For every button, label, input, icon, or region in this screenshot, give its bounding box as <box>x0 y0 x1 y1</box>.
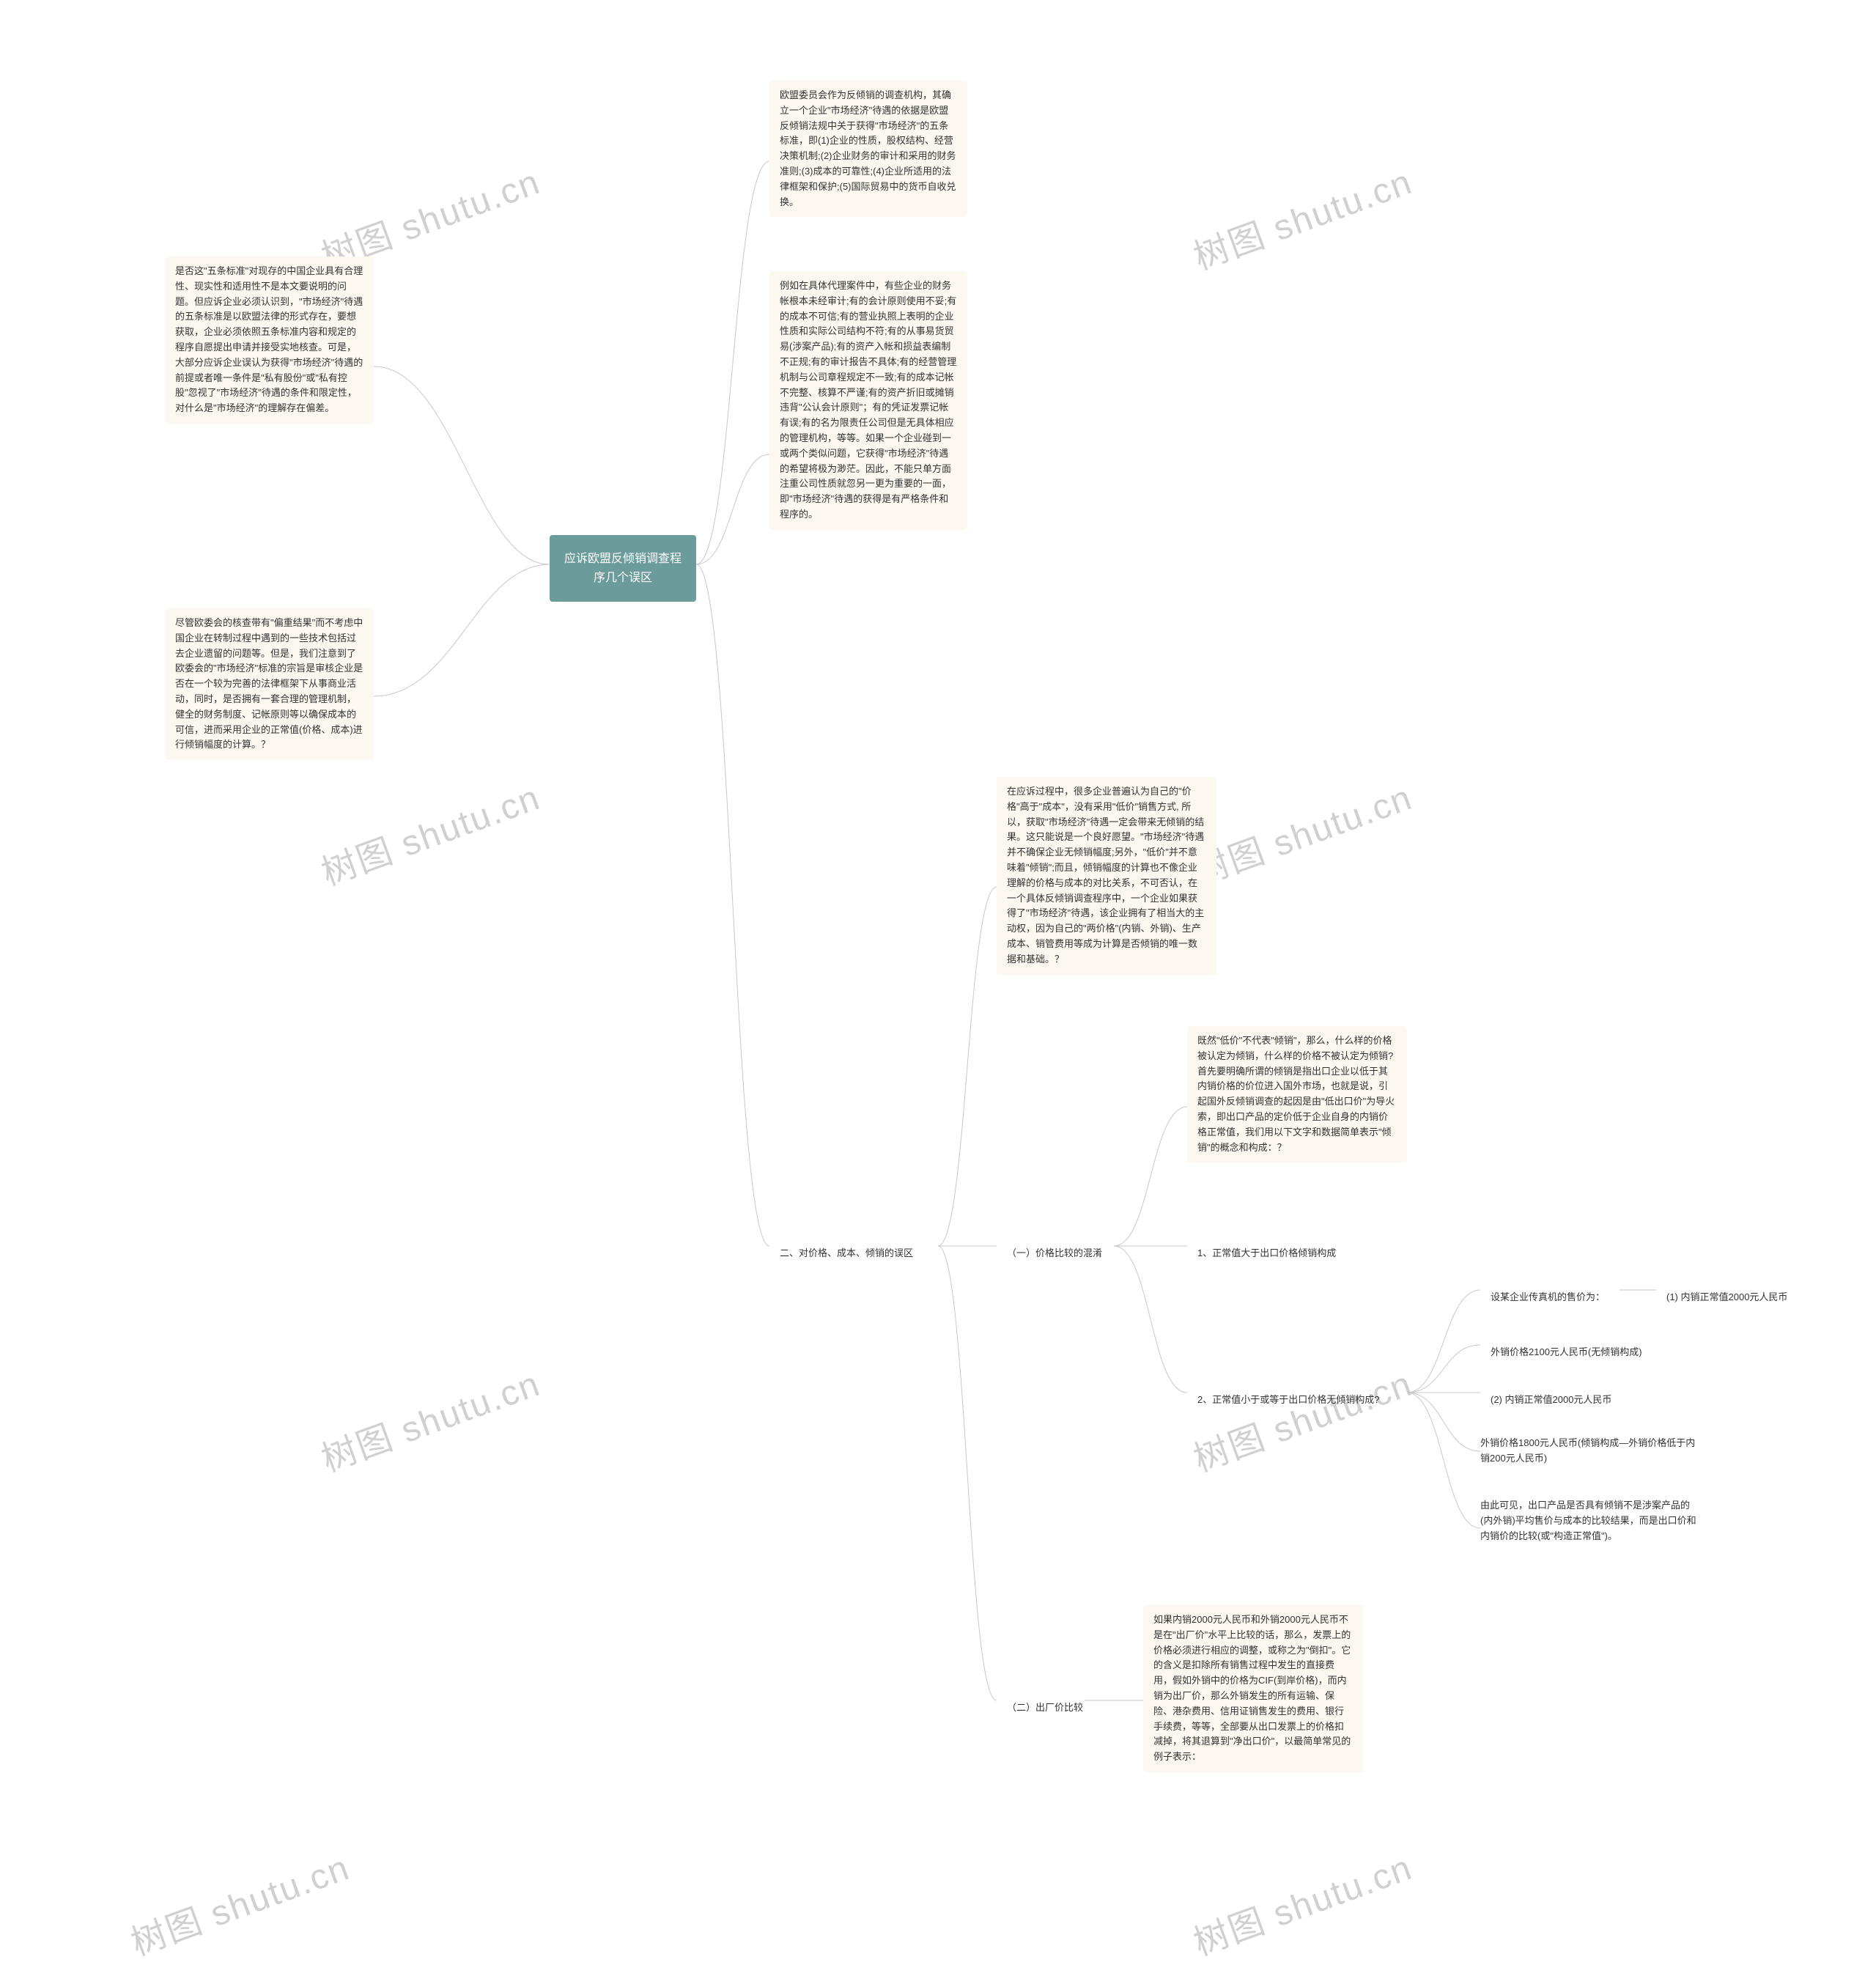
left-node-1: 是否这"五条标准"对现存的中国企业具有合理性、现实性和适用性不是本文要说明的问题… <box>165 257 374 424</box>
r6-label: 2、正常值小于或等于出口价格无倾销构成? <box>1187 1385 1389 1415</box>
watermark: 树图 shutu.cn <box>1185 769 1418 896</box>
right-node-2: 例如在具体代理案件中，有些企业的财务帐根本未经审计;有的会计原则使用不妥;有的成… <box>769 271 967 530</box>
center-topic: 应诉欧盟反倾销调查程序几个误区 <box>550 535 696 602</box>
r6-item-1b: (1) 内销正常值2000元人民币 <box>1656 1283 1798 1313</box>
r6-item-4: 外销价格1800元人民币(倾销构成—外销价格低于内销200元人民币) <box>1480 1433 1700 1470</box>
r6-item-3: (2) 内销正常值2000元人民币 <box>1480 1385 1622 1415</box>
right-node-7: 如果内销2000元人民币和外销2000元人民币不是在"出厂价"水平上比较的话，那… <box>1143 1605 1363 1772</box>
r6-item-5: 由此可见，出口产品是否具有倾销不是涉案产品的(内外销)平均售价与成本的比较结果，… <box>1480 1495 1700 1546</box>
watermark: 树图 shutu.cn <box>313 769 546 896</box>
watermark: 树图 shutu.cn <box>1185 1355 1418 1482</box>
right-node-4: 既然"低价"不代表"倾销"，那么，什么样的价格被认定为倾销，什么样的价格不被认定… <box>1187 1026 1407 1162</box>
section2-label: 二、对价格、成本、倾销的误区 <box>769 1239 923 1269</box>
right-node-1: 欧盟委员会作为反倾销的调查机构，其确立一个企业"市场经济"待遇的依据是欧盟反倾销… <box>769 81 967 217</box>
watermark: 树图 shutu.cn <box>122 1839 355 1965</box>
left-node-2: 尽管欧委会的核查带有"偏重结果"而不考虑中国企业在转制过程中遇到的一些技术包括过… <box>165 608 374 760</box>
r5-label: 1、正常值大于出口价格倾销构成 <box>1187 1239 1346 1269</box>
right-node-3: 在应诉过程中，很多企业普遍认为自己的"价格"高于"成本"，没有采用"低价"销售方… <box>997 777 1216 975</box>
watermark: 树图 shutu.cn <box>313 1355 546 1482</box>
sub1-label: （一）价格比较的混淆 <box>997 1239 1112 1269</box>
watermark: 树图 shutu.cn <box>1185 153 1418 280</box>
r6-item-1a: 设某企业传真机的售价为： <box>1480 1283 1615 1313</box>
sub2-label: （二）出厂价比较 <box>997 1693 1093 1723</box>
watermark: 树图 shutu.cn <box>1185 1839 1418 1965</box>
r6-item-2: 外销价格2100元人民币(无倾销构成) <box>1480 1338 1652 1368</box>
